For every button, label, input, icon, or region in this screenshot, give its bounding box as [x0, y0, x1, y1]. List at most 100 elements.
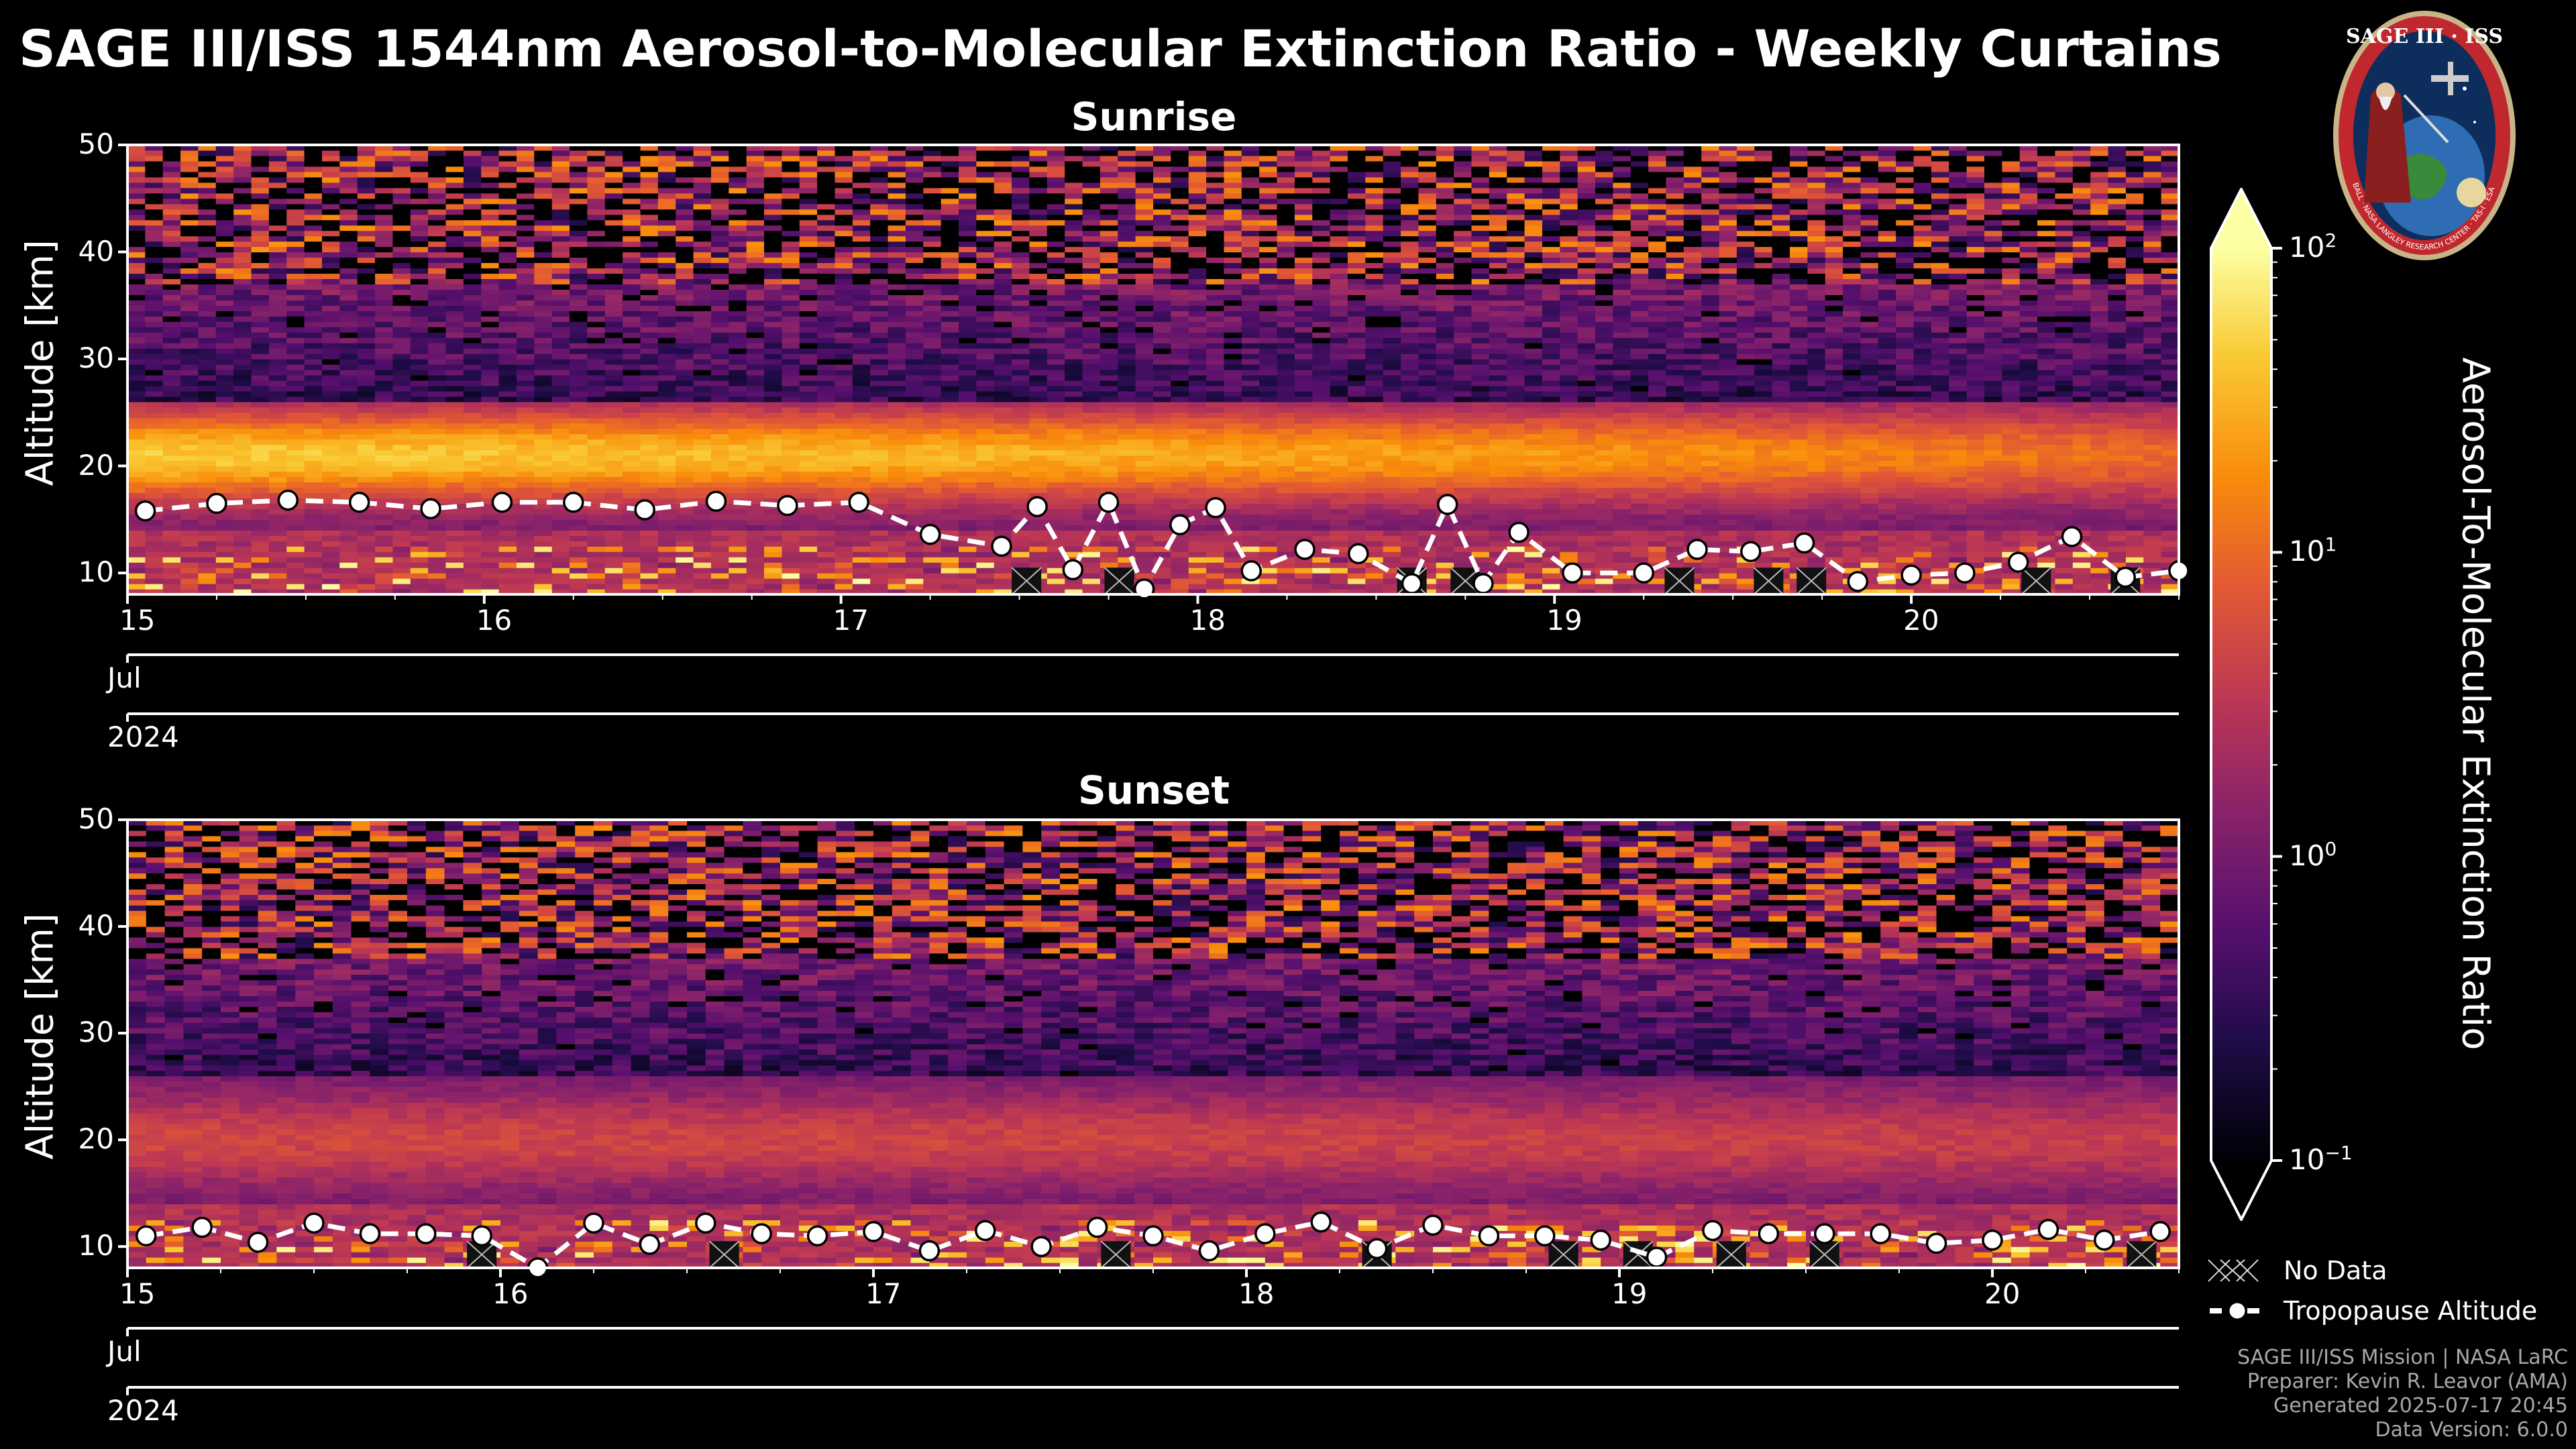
heatmap-cell [428, 273, 447, 280]
heatmap-cell [640, 230, 659, 237]
heatmap-cell [145, 278, 164, 284]
heatmap-cell [304, 327, 323, 333]
heatmap-cell [198, 551, 217, 557]
heatmap-cell [304, 476, 323, 483]
heatmap-cell [534, 219, 553, 226]
heatmap-cell [835, 289, 853, 295]
heatmap-cell [657, 203, 676, 210]
heatmap-cell [587, 198, 606, 205]
heatmap-cell [941, 198, 959, 205]
heatmap-cell [481, 385, 500, 392]
heatmap-cell [746, 257, 765, 264]
heatmap-cell [1046, 182, 1065, 189]
heatmap-cell [215, 417, 234, 424]
heatmap-cell [321, 541, 340, 547]
heatmap-cell [994, 508, 1012, 515]
heatmap-cell [852, 460, 871, 467]
heatmap-cell [852, 589, 871, 595]
heatmap-cell [127, 428, 146, 435]
heatmap-cell [746, 396, 765, 402]
heatmap-cell [764, 246, 782, 253]
heatmap-cell [1153, 225, 1171, 231]
heatmap-cell [782, 252, 800, 258]
heatmap-cell [286, 433, 305, 440]
heatmap-cell [852, 584, 871, 590]
heatmap-cell [888, 246, 906, 253]
heatmap-cell [693, 316, 712, 322]
heatmap-cell [127, 321, 146, 327]
heatmap-cell [251, 359, 270, 365]
heatmap-cell [304, 460, 323, 467]
heatmap-cell [233, 385, 252, 392]
heatmap-cell [799, 573, 818, 579]
heatmap-cell [463, 235, 482, 242]
heatmap-cell [1082, 541, 1101, 547]
heatmap-cell [516, 284, 535, 290]
heatmap-cell [746, 385, 765, 392]
heatmap-cell [1118, 396, 1136, 402]
heatmap-cell [145, 166, 164, 172]
heatmap-cell [994, 273, 1012, 280]
heatmap-cell [410, 370, 429, 376]
heatmap-cell [1099, 305, 1118, 311]
heatmap-cell [321, 428, 340, 435]
heatmap-cell [498, 374, 517, 381]
heatmap-cell [710, 578, 729, 584]
heatmap-cell [1046, 214, 1065, 221]
heatmap-cell [463, 407, 482, 413]
heatmap-cell [1082, 433, 1101, 440]
heatmap-cell [710, 305, 729, 311]
heatmap-cell [268, 412, 287, 419]
heatmap-cell [1065, 273, 1083, 280]
heatmap-cell [251, 433, 270, 440]
heatmap-cell [357, 176, 376, 183]
heatmap-cell [445, 535, 464, 541]
heatmap-cell [1099, 439, 1118, 445]
heatmap-cell [570, 262, 588, 269]
heatmap-cell [870, 492, 889, 499]
heatmap-cell [410, 241, 429, 248]
heatmap-cell [817, 284, 836, 290]
heatmap-cell [570, 374, 588, 381]
heatmap-cell [498, 193, 517, 199]
main-title: SAGE III/ISS 1544nm Aerosol-to-Molecular… [19, 19, 2222, 78]
heatmap-cell [1118, 460, 1136, 467]
heatmap-cell [534, 417, 553, 424]
heatmap-cell [1012, 530, 1030, 536]
heatmap-cell [623, 530, 641, 536]
heatmap-cell [959, 150, 977, 156]
heatmap-cell [534, 225, 553, 231]
heatmap-cell [481, 390, 500, 397]
heatmap-cell [357, 230, 376, 237]
heatmap-cell [251, 327, 270, 333]
heatmap-cell [145, 471, 164, 478]
heatmap-cell [746, 332, 765, 338]
heatmap-cell [339, 359, 358, 365]
heatmap-cell [339, 145, 358, 151]
heatmap-cell [1012, 514, 1030, 520]
heatmap-cell [251, 589, 270, 595]
heatmap-cell [516, 187, 535, 194]
heatmap-cell [1099, 337, 1118, 343]
heatmap-cell [764, 321, 782, 327]
heatmap-cell [994, 428, 1012, 435]
heatmap-cell [657, 449, 676, 456]
heatmap-cell [1029, 455, 1048, 462]
heatmap-cell [976, 187, 995, 194]
heatmap-cell [1153, 321, 1171, 327]
heatmap-cell [676, 476, 694, 483]
heatmap-cell [657, 557, 676, 563]
heatmap-cell [410, 508, 429, 515]
heatmap-cell [764, 412, 782, 419]
heatmap-cell [1153, 530, 1171, 536]
heatmap-cell [392, 492, 411, 499]
heatmap-cell [570, 482, 588, 488]
heatmap-cell [888, 530, 906, 536]
heatmap-cell [445, 294, 464, 301]
heatmap-cell [445, 374, 464, 381]
heatmap-cell [321, 354, 340, 360]
heatmap-cell [286, 374, 305, 381]
heatmap-cell [1135, 482, 1154, 488]
heatmap-cell [1065, 182, 1083, 189]
heatmap-cell [870, 348, 889, 354]
